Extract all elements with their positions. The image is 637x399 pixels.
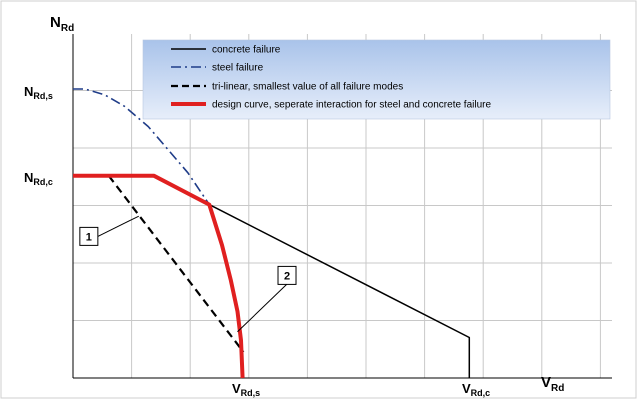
x-tick-label-vrdc: VRd,c — [462, 381, 490, 398]
legend: concrete failure steel failure tri-linea… — [142, 39, 611, 120]
y-axis-title: NRd — [50, 14, 74, 34]
annotations: 12 — [79, 215, 297, 333]
y-axis-title-sub: Rd — [61, 23, 74, 34]
y-tick-nrds-main: N — [24, 84, 33, 99]
x-tick-vrds-sub: Rd,s — [241, 388, 261, 398]
x-tick-vrdc-main: V — [462, 381, 471, 396]
annotation-label-2: 2 — [284, 270, 290, 282]
annotation-label-1: 1 — [86, 231, 92, 243]
x-tick-vrds-main: V — [232, 381, 241, 396]
legend-label-trilinear: tri-linear, smallest value of all failur… — [212, 82, 403, 93]
x-axis-title-main: V — [541, 374, 551, 391]
y-tick-nrdc-sub: Rd,c — [33, 177, 53, 187]
annotation-box-2 — [277, 265, 297, 285]
annotation-box-1 — [79, 226, 99, 246]
x-tick-label-vrds: VRd,s — [232, 381, 260, 398]
legend-label-design: design curve, seperate interaction for s… — [212, 100, 491, 111]
y-tick-nrds-sub: Rd,s — [33, 91, 53, 101]
series-line-design — [73, 173, 245, 379]
series-line-steel — [73, 88, 210, 206]
legend-label-concrete: concrete failure — [212, 45, 281, 56]
annotation-leader-1 — [97, 215, 140, 237]
x-tick-vrdc-sub: Rd,c — [471, 388, 491, 398]
x-axis-title: VRd — [541, 374, 564, 394]
series-line-trilinear — [107, 175, 245, 353]
y-tick-label-nrds: NRd,s — [24, 84, 53, 101]
y-tick-nrdc-main: N — [24, 170, 33, 185]
y-axis-title-main: N — [50, 14, 61, 31]
x-axis-title-sub: Rd — [551, 383, 564, 394]
y-tick-label-nrdc: NRd,c — [24, 170, 53, 187]
legend-label-steel: steel failure — [212, 63, 264, 74]
legend-box — [142, 39, 611, 120]
series-group — [73, 88, 471, 379]
